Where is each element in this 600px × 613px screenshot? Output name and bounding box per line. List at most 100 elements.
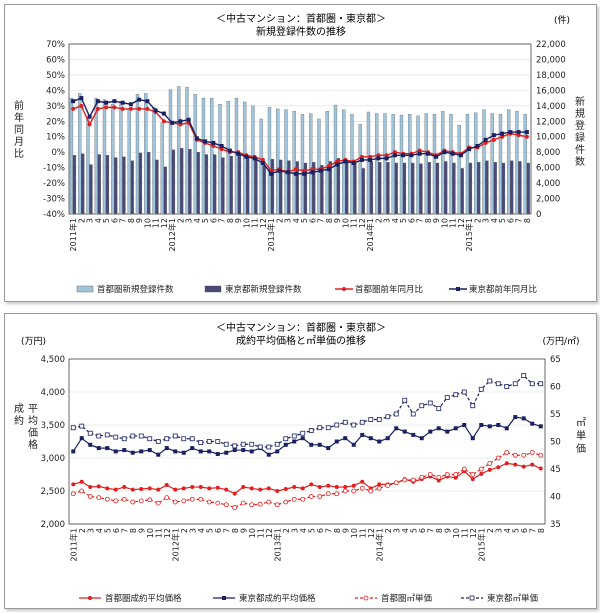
point <box>113 434 119 440</box>
bar <box>122 156 126 215</box>
point <box>470 436 475 441</box>
x-tick-label: 8 <box>537 528 546 533</box>
point <box>147 448 152 453</box>
x-tick-label: 3 <box>86 528 95 533</box>
x-tick-label: 5 <box>511 528 520 533</box>
bar <box>138 152 143 215</box>
y-right-tick-label: 4,000 <box>536 179 560 189</box>
point <box>189 496 195 502</box>
point <box>377 482 382 487</box>
point <box>198 496 204 502</box>
point <box>300 496 306 502</box>
point <box>112 105 117 110</box>
point <box>394 426 399 431</box>
point <box>491 137 496 142</box>
legend-label: 首都圏成約平均価格 <box>105 593 182 604</box>
y-right-axis-label-char: 録 <box>575 131 585 144</box>
point <box>512 452 518 458</box>
point <box>147 497 153 503</box>
point <box>317 485 322 490</box>
bar <box>193 94 197 215</box>
chart2-subtitle: 成約平均価格と㎡単価の推移 <box>236 334 366 347</box>
point <box>376 156 381 161</box>
bar <box>72 155 77 215</box>
point <box>302 171 307 176</box>
point <box>232 491 237 496</box>
bar <box>163 166 167 215</box>
x-tick-label: 4 <box>401 528 410 533</box>
y-left-tick-label: 70% <box>46 40 65 50</box>
point <box>178 122 183 127</box>
point <box>105 486 110 491</box>
point <box>478 386 484 392</box>
point <box>88 442 93 447</box>
bar <box>474 112 478 215</box>
y-left-axis-label-char: 格 <box>28 438 38 451</box>
point <box>219 144 224 148</box>
point <box>461 466 467 472</box>
x-tick-label: 6 <box>506 218 515 223</box>
point <box>376 417 382 422</box>
point <box>153 108 158 113</box>
bar <box>270 158 275 215</box>
point <box>283 436 289 442</box>
point <box>368 436 373 441</box>
bar <box>477 162 481 215</box>
bar <box>155 159 159 215</box>
point <box>300 430 306 436</box>
point <box>318 168 323 173</box>
point <box>411 432 416 437</box>
point <box>483 137 488 142</box>
point <box>292 439 297 444</box>
bar <box>312 162 316 215</box>
y-right-axis-label-char: 登 <box>575 119 585 132</box>
y-right-axis-label-char: 新 <box>575 95 585 108</box>
y-right-tick-label: 10,000 <box>536 133 566 143</box>
point <box>496 423 501 427</box>
point <box>190 485 195 490</box>
point <box>79 479 84 484</box>
point <box>178 119 183 124</box>
x-tick-label: 12 <box>457 218 466 228</box>
point <box>181 486 186 491</box>
point <box>164 446 169 451</box>
legend-label: 首都圏前年同月比 <box>355 284 423 295</box>
point <box>530 462 535 467</box>
bar <box>336 158 341 215</box>
point <box>71 99 76 104</box>
y-right-tick-label: 40 <box>550 493 561 503</box>
point <box>538 424 543 429</box>
point <box>223 502 229 508</box>
x-tick-label: 4 <box>197 528 206 533</box>
y-right-tick-label: 2,000 <box>536 195 560 205</box>
point <box>483 140 488 145</box>
y-right-axis-label-char: ㎡ <box>576 417 586 429</box>
x-tick-label: 8 <box>435 528 444 533</box>
bar <box>366 111 371 215</box>
x-tick-label: 2 <box>486 528 495 533</box>
point <box>266 499 272 505</box>
point <box>275 489 280 493</box>
bar <box>309 113 313 215</box>
x-tick-label: 2 <box>180 528 189 533</box>
x-tick-label: 6 <box>520 528 529 533</box>
point <box>368 157 373 162</box>
x-tick-label: 11 <box>152 218 161 228</box>
point <box>419 436 424 441</box>
point <box>434 154 439 159</box>
x-tick-label: 2012年1 <box>170 528 180 561</box>
point <box>467 147 472 152</box>
x-tick-label: 9 <box>239 528 248 533</box>
point <box>309 442 314 447</box>
bar <box>229 155 233 215</box>
point <box>445 429 450 434</box>
point <box>87 122 92 127</box>
bar <box>262 165 266 215</box>
y-right-tick-label: 22,000 <box>536 40 566 50</box>
point <box>79 96 84 101</box>
y-left-tick-label: 30% <box>46 102 65 112</box>
point <box>232 443 238 449</box>
point <box>453 426 458 431</box>
point <box>436 478 441 483</box>
y-right-tick-label: 18,000 <box>536 71 566 81</box>
